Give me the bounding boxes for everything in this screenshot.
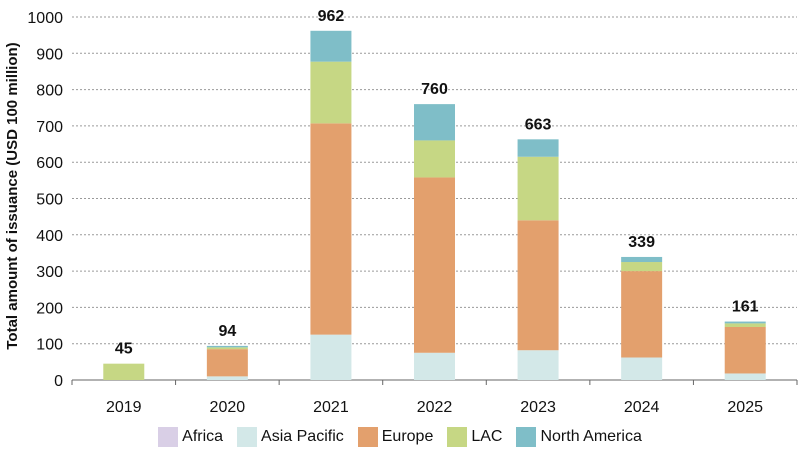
legend-label: Africa <box>182 428 224 445</box>
bar-segment-europe <box>310 123 352 335</box>
bar-segment-north-america <box>724 321 766 324</box>
bar-segment-europe <box>621 271 663 358</box>
y-tick-label: 900 <box>36 46 63 63</box>
legend-swatch <box>516 427 537 447</box>
bar-segment-europe <box>414 177 455 353</box>
bar-segment-europe <box>724 327 766 374</box>
y-tick-label: 1000 <box>27 10 63 27</box>
bar-segment-north-america <box>621 256 663 263</box>
bar-segment-lac <box>206 347 248 350</box>
stacked-bar-chart: 0 100 200 300 400 500 600 700 800 900 1000 45 2019 94… <box>4 8 798 416</box>
bar-segment-asia-pacific <box>517 350 559 380</box>
bar-total-label: 962 <box>318 8 345 25</box>
bar-segment-lac <box>310 61 352 124</box>
bar-segment-lac <box>621 262 663 272</box>
y-tick-label: 0 <box>54 373 63 390</box>
y-tick-label: 500 <box>36 192 63 209</box>
bar-segment-north-america <box>517 139 559 157</box>
legend-swatch <box>237 427 258 447</box>
legend-label: North America <box>540 428 642 445</box>
bar-total-label: 45 <box>115 341 133 358</box>
bars <box>103 30 766 380</box>
x-tick-label: 2024 <box>624 399 660 416</box>
x-tick-label: 2020 <box>210 399 246 416</box>
y-tick-label: 200 <box>36 300 63 317</box>
bar-total-label: 760 <box>421 81 448 98</box>
x-tick-label: 2019 <box>106 399 142 416</box>
y-axis-label: Total amount of issuance (USD 100 millio… <box>4 42 21 349</box>
bar-total-label: 339 <box>628 234 655 251</box>
bar-segment-asia-pacific <box>206 376 248 380</box>
y-tick-label: 300 <box>36 264 63 281</box>
legend-label: Asia Pacific <box>261 428 344 445</box>
x-tick-label: 2021 <box>313 399 349 416</box>
bar-segment-lac <box>724 323 766 328</box>
bar-total-label: 663 <box>525 116 552 133</box>
y-tick-label: 600 <box>36 155 63 172</box>
bar-segment-europe <box>206 349 248 377</box>
bar-segment-europe <box>517 220 559 351</box>
legend-swatch <box>357 427 378 447</box>
legend-swatch <box>447 427 468 447</box>
bar-segment-lac <box>517 156 559 221</box>
bar-total-label: 161 <box>732 299 759 316</box>
legend-label: Europe <box>381 428 434 445</box>
bar-segment-north-america <box>414 104 455 141</box>
labels: 0 100 200 300 400 500 600 700 800 900 1000 45 2019 94… <box>27 8 763 416</box>
legend-swatch <box>158 427 179 447</box>
bar-segment-asia-pacific <box>621 357 663 380</box>
legend-label: LAC <box>471 428 503 445</box>
bar-segment-lac <box>414 140 455 178</box>
y-tick-label: 400 <box>36 228 63 245</box>
legend-item: North America <box>516 427 642 447</box>
legend: Africa Asia Pacific Europe LAC North America <box>0 424 800 450</box>
bar-total-label: 94 <box>218 323 236 340</box>
bar-segment-asia-pacific <box>310 334 352 380</box>
axes <box>71 379 798 385</box>
bar-segment-lac <box>103 363 145 380</box>
bar-segment-asia-pacific <box>724 373 766 380</box>
bar-segment-north-america <box>206 345 248 348</box>
gridlines <box>72 16 797 345</box>
bar-segment-north-america <box>310 30 352 62</box>
y-tick-label: 800 <box>36 83 63 100</box>
x-tick-label: 2022 <box>417 399 453 416</box>
y-tick-label: 700 <box>36 119 63 136</box>
legend-item: LAC <box>447 427 502 447</box>
bar-segment-asia-pacific <box>414 352 455 380</box>
y-tick-label: 100 <box>36 337 63 354</box>
legend-item: Asia Pacific <box>237 427 344 447</box>
legend-item: Africa <box>158 427 223 447</box>
legend-item: Europe <box>357 427 434 447</box>
x-tick-label: 2023 <box>520 399 556 416</box>
x-tick-label: 2025 <box>727 399 763 416</box>
